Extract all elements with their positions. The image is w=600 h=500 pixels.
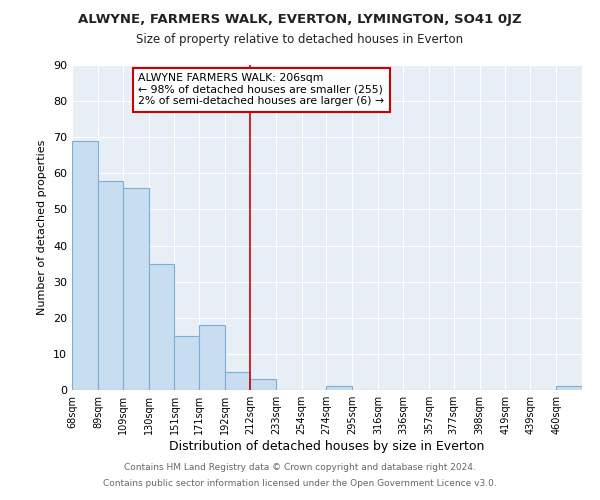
Bar [72, 141, 98, 390]
Bar [199, 325, 225, 390]
X-axis label: Distribution of detached houses by size in Everton: Distribution of detached houses by size … [169, 440, 485, 453]
Text: ALWYNE FARMERS WALK: 206sqm
← 98% of detached houses are smaller (255)
2% of sem: ALWYNE FARMERS WALK: 206sqm ← 98% of det… [139, 73, 385, 106]
Bar [175, 336, 199, 390]
Text: ALWYNE, FARMERS WALK, EVERTON, LYMINGTON, SO41 0JZ: ALWYNE, FARMERS WALK, EVERTON, LYMINGTON… [78, 12, 522, 26]
Bar [326, 386, 352, 390]
Text: Size of property relative to detached houses in Everton: Size of property relative to detached ho… [136, 32, 464, 46]
Bar [250, 379, 276, 390]
Bar [122, 188, 149, 390]
Text: Contains public sector information licensed under the Open Government Licence v3: Contains public sector information licen… [103, 478, 497, 488]
Bar [225, 372, 250, 390]
Bar [98, 180, 122, 390]
Bar [149, 264, 175, 390]
Y-axis label: Number of detached properties: Number of detached properties [37, 140, 47, 315]
Bar [556, 386, 582, 390]
Text: Contains HM Land Registry data © Crown copyright and database right 2024.: Contains HM Land Registry data © Crown c… [124, 464, 476, 472]
